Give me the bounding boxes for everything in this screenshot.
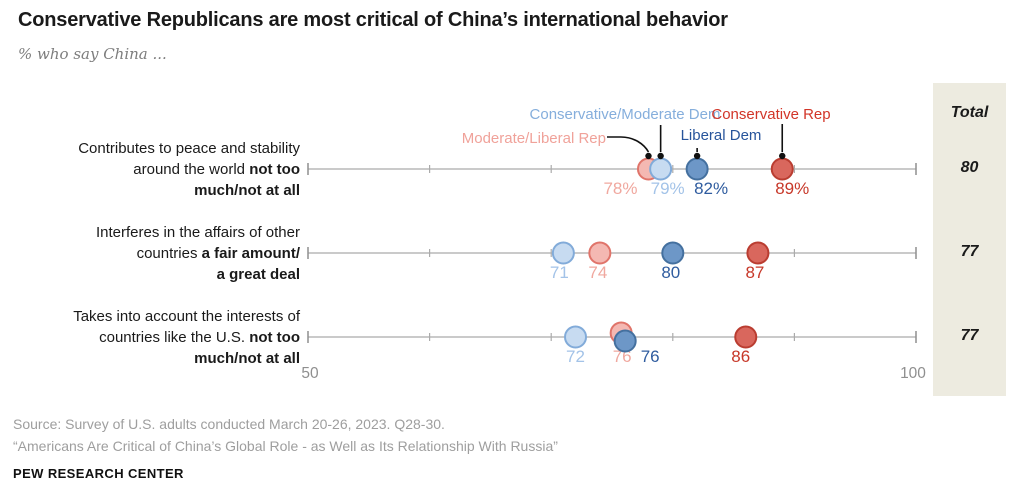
callout-line-moderate-liberal-rep [607,136,650,153]
dot-cons_rep [734,325,758,349]
x-axis-max-label: 100 [900,365,926,382]
dot-cons_mod_dem [564,325,588,349]
callout-anchor-dot [657,152,664,160]
value-label-lib_dem: 76 [641,347,660,366]
callout-anchor-dot [645,152,652,160]
value-label-lib_dem: 80 [661,263,680,282]
chart-subtitle: % who say China ... [18,45,167,63]
x-axis-min-label: 50 [301,365,319,382]
row-label-us-interests: Takes into account the interests of coun… [73,308,300,367]
total-panel [933,83,1006,396]
value-label-cons_rep: 86 [731,347,750,366]
dot-lib_dem [613,329,637,353]
total-value-row3: 77 [960,327,979,344]
dot-cons_mod_dem [551,241,575,265]
total-value-row2: 77 [960,243,979,260]
dot-cons_mod_dem [649,157,673,181]
callout-anchor-dot [693,152,701,160]
dot-cons_rep [770,157,794,181]
value-label-cons_mod_dem: 71 [550,263,569,282]
source-note: Source: Survey of U.S. adults conducted … [13,416,445,432]
value-label-cons_mod_dem: 79% [651,179,685,198]
row-label-peace-stability: Contributes to peace and stability aroun… [78,140,300,199]
dot-lib_dem [661,241,685,265]
legend-conservative-moderate-dem: Conservative/Moderate Dem [529,106,721,123]
total-column-header: Total [950,104,989,121]
legend-liberal-dem: Liberal Dem [680,127,762,144]
dot-cons_rep [746,241,770,265]
legend-conservative-rep: Conservative Rep [711,106,831,123]
row-label-interferes: Interferes in the affairs of other count… [95,224,300,283]
dot-mod_lib_rep [588,241,612,265]
value-label-cons_rep: 89% [775,179,809,198]
value-label-lib_dem: 82% [694,179,728,198]
total-value-row1: 80 [960,159,979,176]
callout-anchor-dot [779,152,786,160]
value-label-mod_lib_rep: 74 [588,263,607,282]
page-title: Conservative Republicans are most critic… [18,9,728,31]
value-label-mod_lib_rep: 78% [603,179,637,198]
legend-moderate-liberal-rep: Moderate/Liberal Rep [461,130,606,147]
pew-research-center-brand: PEW RESEARCH CENTER [13,466,184,481]
value-label-cons_mod_dem: 72 [566,347,585,366]
report-title-note: “Americans Are Critical of China’s Globa… [13,438,558,454]
value-label-cons_rep: 87 [745,263,764,282]
dot-lib_dem [685,157,709,181]
